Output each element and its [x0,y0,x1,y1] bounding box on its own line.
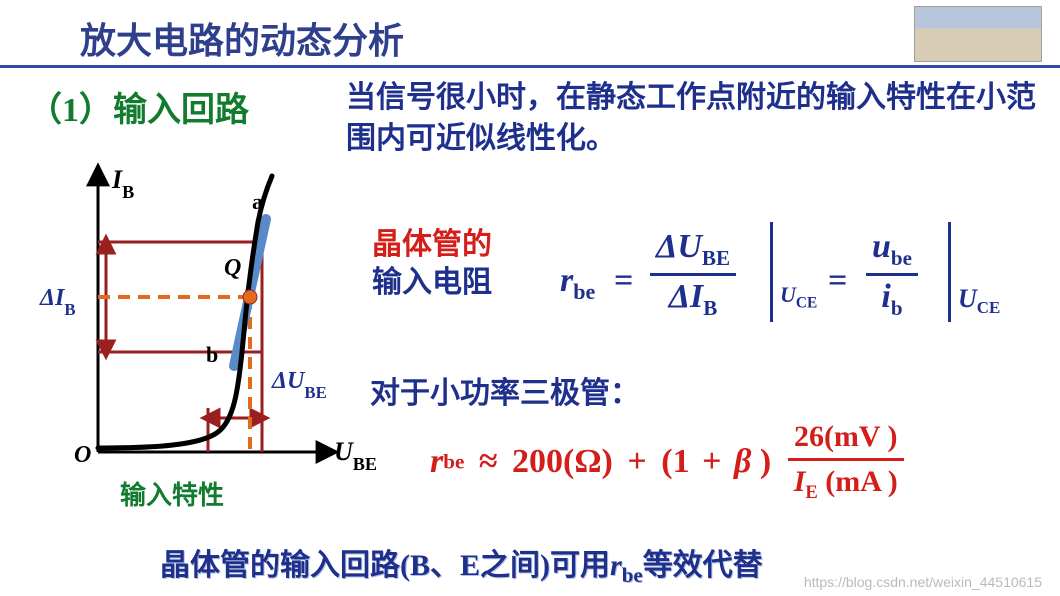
svg-text:ΔIB: ΔIB [39,285,76,319]
svg-text:UBE: UBE [334,437,377,474]
intro-text: 当信号很小时，在静态工作点附近的输入特性在小范围内可近似线性化。 [346,78,1046,159]
bottom-note-prefix: 晶体管的输入回路(B、E之间)可用 [160,549,610,582]
f1-num1-delta: Δ [656,228,677,265]
f2-open: (1 [661,443,689,480]
f1-num2-sub: be [891,246,912,270]
f1-num1-sub: BE [702,246,730,270]
plus-sign: + [621,443,652,480]
f1-lhs-sub: be [573,279,595,304]
plus-sign-2: + [698,443,725,480]
approx-sign: ≈ [473,443,504,480]
formula-rbe-approx: rbe ≈ 200(Ω) + (1 + β ) 26(mV ) IE (mA ) [430,418,904,506]
f2-num: 26(mV ) [788,418,904,456]
f2-fraction: 26(mV ) IE (mA ) [788,418,904,506]
f1-fraction2: ube ib [866,228,918,321]
bottom-note-suffix: 等效代替 [643,549,763,582]
eval-bar-1 [770,222,773,322]
eval-bar-2 [948,222,951,322]
input-resistance-label-line1: 晶体管的 [372,226,492,264]
f1-den1-delta: Δ [669,278,690,315]
f1-fraction1: ΔUBE ΔIB [650,228,736,321]
input-resistance-label-line2: 输入电阻 [372,264,492,302]
input-characteristic-chart: IBUBEOabQΔIBΔUBE [40,162,370,502]
f2-const: 200 [512,443,563,480]
bottom-note-sub: be [622,563,643,587]
f2-den-var: I [794,465,806,498]
f2-den-sub: E [805,482,817,503]
f2-lhs-sub: be [443,450,464,474]
f1-cond2-var: U [958,284,977,313]
f1-cond1-sub: CE [796,294,817,311]
svg-text:a: a [252,189,263,214]
campus-image [914,6,1042,62]
f1-cond2-sub: CE [977,298,1000,317]
f2-close: ) [760,443,771,480]
f1-den1-sub: B [703,296,717,320]
bottom-note-var: r [610,549,622,582]
f2-den-unit: (mA ) [825,465,897,498]
svg-text:IB: IB [111,165,134,202]
f2-lhs: r [430,443,443,480]
svg-text:Q: Q [224,255,241,281]
f1-num2-var: u [872,228,891,265]
svg-text:b: b [206,342,218,367]
title-bar: 放大电路的动态分析 [0,0,1060,68]
small-power-text: 对于小功率三极管： [370,368,640,412]
f1-den2-sub: b [891,296,903,320]
chart-caption: 输入特性 [120,475,224,512]
svg-text:O: O [74,442,91,468]
f2-beta: β [734,443,751,480]
equals-sign: = [614,262,633,300]
bottom-note: 晶体管的输入回路(B、E之间)可用rbe等效代替 [160,540,763,588]
watermark: https://blog.csdn.net/weixin_44510615 [804,574,1042,590]
page-title: 放大电路的动态分析 [80,12,404,64]
svg-text:ΔUBE: ΔUBE [271,368,327,402]
f1-den1-var: I [690,278,703,315]
f1-den2-var: i [881,278,890,315]
equals-sign-2: = [828,262,847,300]
f1-num1-var: U [677,228,702,265]
input-resistance-label: 晶体管的 输入电阻 [372,226,492,301]
f2-unit1: (Ω) [563,443,613,480]
f1-condition-2: UCE [958,284,1000,318]
f1-lhs: r [560,262,573,299]
f1-cond1-var: U [780,282,796,307]
section-heading: （1）输入回路 [28,82,249,131]
f1-condition-1: UCE [780,282,817,312]
